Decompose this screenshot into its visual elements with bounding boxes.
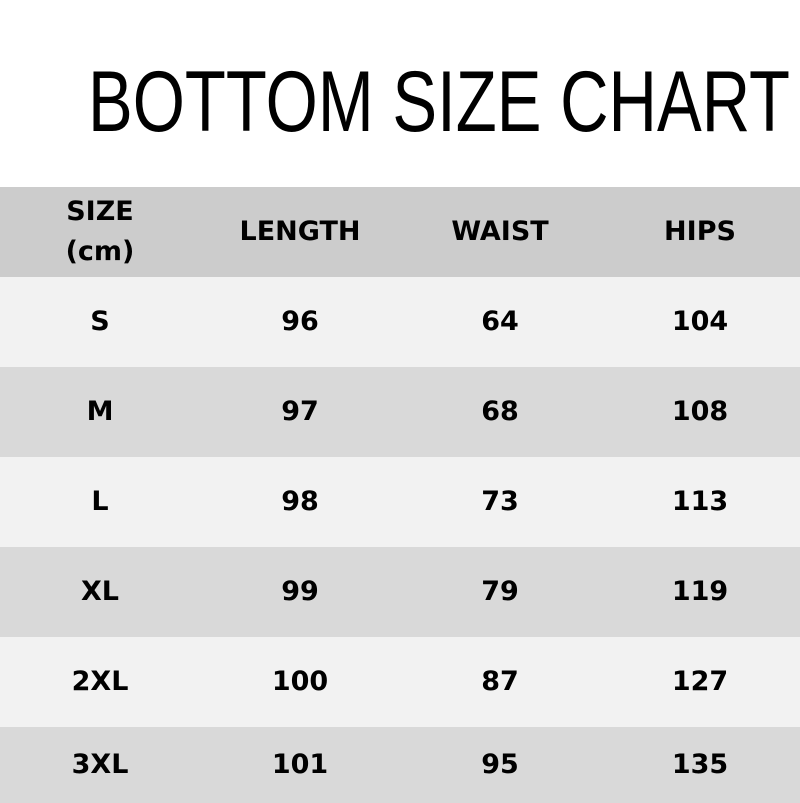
cell-length: 99 — [281, 576, 319, 607]
table-row: S 96 64 104 — [0, 277, 800, 367]
cell-hips: 104 — [671, 306, 729, 337]
cell-size: S — [90, 306, 110, 337]
cell-length: 96 — [281, 306, 319, 337]
cell-hips: 108 — [671, 396, 729, 427]
page-title: BOTTOM SIZE CHART — [88, 54, 790, 150]
table-header: SIZE (cm) LENGTH WAIST HIPS — [0, 187, 800, 277]
header-unit-label: (cm) — [65, 236, 135, 267]
table-row: 2XL 100 87 127 — [0, 637, 800, 727]
cell-waist: 68 — [481, 396, 519, 427]
header-size: SIZE (cm) — [0, 192, 200, 272]
cell-hips: 119 — [671, 576, 729, 607]
cell-size: 3XL — [71, 749, 129, 780]
cell-waist: 64 — [481, 306, 519, 337]
table-row: L 98 73 113 — [0, 457, 800, 547]
table-row: 3XL 101 95 135 — [0, 727, 800, 803]
cell-hips: 113 — [671, 486, 729, 517]
header-hips: HIPS — [664, 216, 736, 247]
cell-length: 100 — [271, 666, 329, 697]
cell-waist: 79 — [481, 576, 519, 607]
cell-hips: 135 — [671, 749, 729, 780]
header-waist: WAIST — [451, 216, 549, 247]
table-row: M 97 68 108 — [0, 367, 800, 457]
cell-length: 97 — [281, 396, 319, 427]
table-body: S 96 64 104 M 97 68 108 L 98 73 113 XL 99 79 119 2XL 100 8… — [0, 277, 800, 803]
size-table: SIZE (cm) LENGTH WAIST HIPS S 96 64 104 M 97 6… — [0, 187, 800, 803]
cell-size: 2XL — [71, 666, 129, 697]
cell-length: 98 — [281, 486, 319, 517]
header-size-label: SIZE — [66, 196, 134, 227]
cell-hips: 127 — [671, 666, 729, 697]
cell-size: XL — [80, 576, 120, 607]
cell-waist: 73 — [481, 486, 519, 517]
cell-size: L — [91, 486, 109, 517]
cell-size: M — [86, 396, 114, 427]
cell-length: 101 — [271, 749, 329, 780]
cell-waist: 87 — [481, 666, 519, 697]
table-row: XL 99 79 119 — [0, 547, 800, 637]
header-length: LENGTH — [239, 216, 361, 247]
cell-waist: 95 — [481, 749, 519, 780]
